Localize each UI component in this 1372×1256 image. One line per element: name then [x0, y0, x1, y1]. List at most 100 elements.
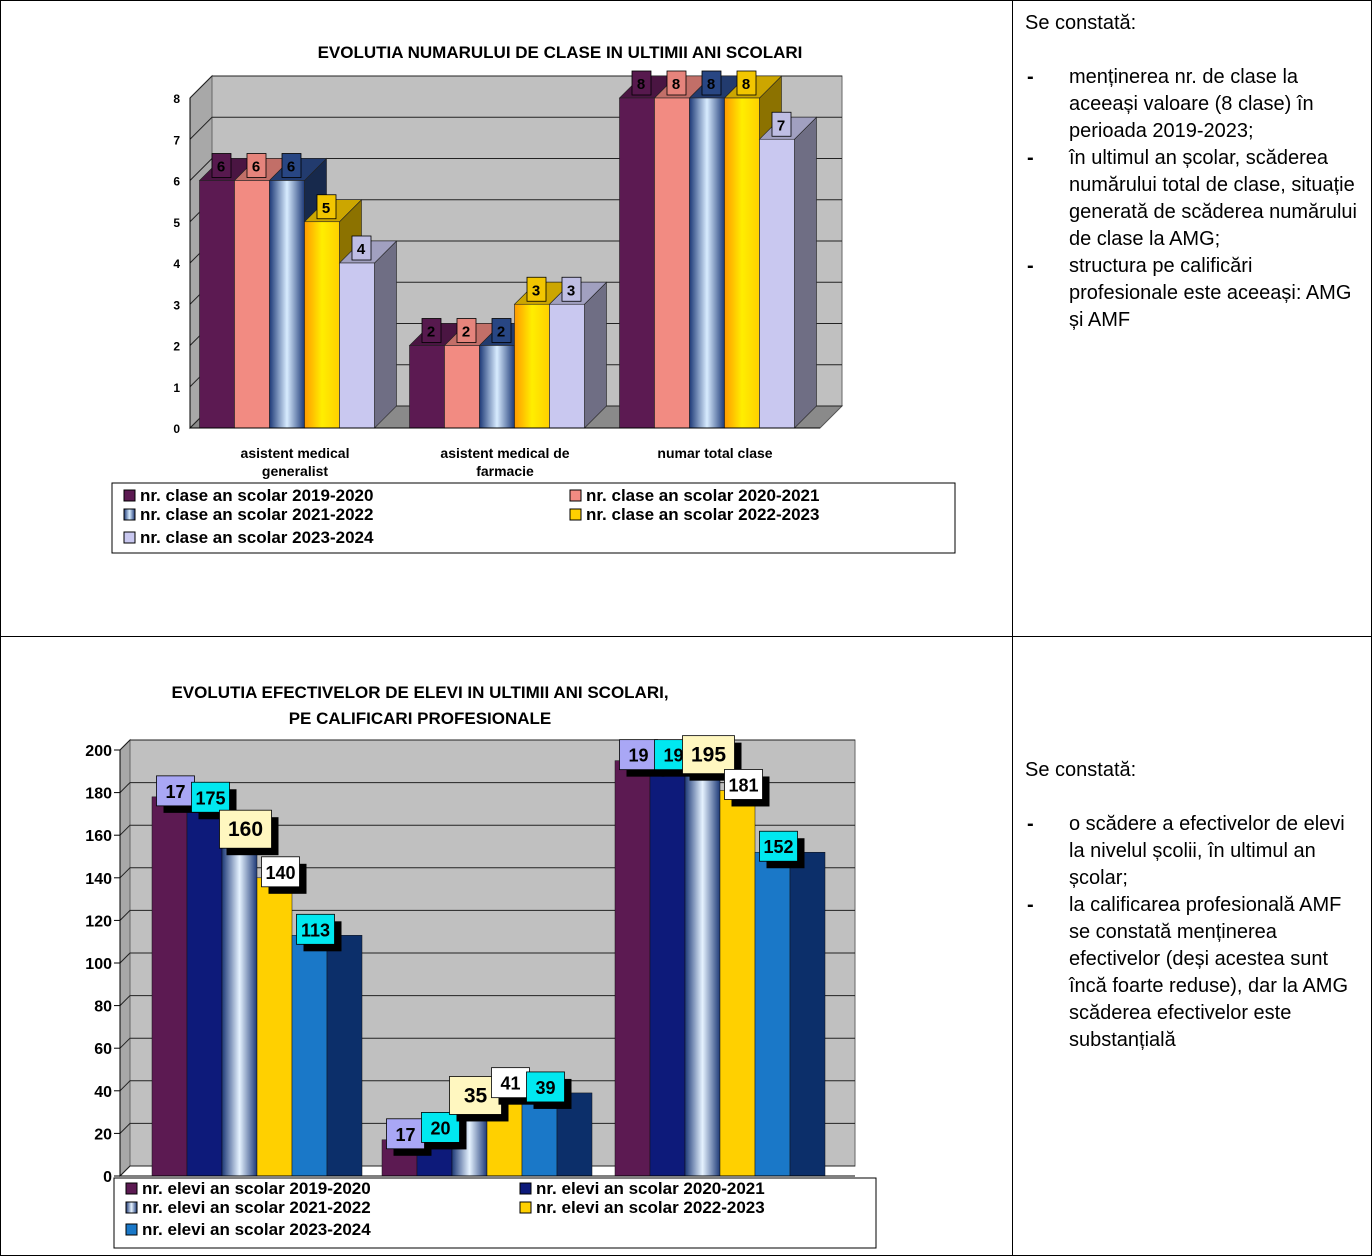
data-label: 8 — [742, 76, 750, 93]
data-label-box — [526, 1071, 565, 1103]
data-label-box — [491, 318, 512, 343]
notes-list: o scădere a efectivelor de elevi la nive… — [1025, 811, 1365, 1054]
data-label-box — [246, 153, 267, 178]
gridline — [119, 952, 855, 964]
gridline — [119, 824, 855, 836]
legend-label: nr. clase an scolar 2023-2024 — [140, 528, 374, 547]
gridline — [119, 782, 855, 793]
bar — [614, 760, 651, 1177]
y-tick-label: 140 — [85, 871, 112, 888]
legend-label: nr. clase an scolar 2022-2023 — [586, 505, 819, 524]
data-label: 19 — [628, 746, 648, 766]
bar — [724, 97, 760, 429]
y-tick-label: 20 — [94, 1126, 112, 1143]
y-tick-label: 8 — [173, 92, 180, 106]
legend-swatch — [569, 489, 582, 502]
column-divider — [1012, 0, 1013, 1256]
legend-label: nr. clase an scolar 2019-2020 — [140, 486, 373, 505]
x-tick-label: numar total clase — [657, 445, 772, 461]
data-label: 113 — [301, 920, 330, 940]
data-label: 3 — [567, 282, 575, 299]
chart-axes: 0 1 2 3 4 5 6 7 8 asistent medical generalist asist… — [173, 92, 820, 479]
legend-swatch — [125, 1182, 138, 1195]
data-label-box — [351, 235, 372, 261]
note-item: o scădere a efectivelor de elevi la nive… — [1025, 811, 1365, 892]
data-label: 195 — [691, 744, 726, 767]
bar — [304, 221, 340, 429]
bar — [719, 790, 756, 1177]
y-tick-label: 2 — [173, 340, 180, 354]
bar — [444, 345, 480, 429]
chart-title-line-2: PE CALIFICARI PROFESIONALE — [289, 709, 552, 728]
bar-side — [794, 116, 817, 429]
bar — [754, 851, 791, 1177]
data-label: 160 — [228, 818, 263, 841]
bar — [151, 796, 188, 1177]
y-tick-label: 4 — [173, 257, 180, 271]
data-label-box — [491, 1067, 530, 1099]
data-label-box — [561, 276, 582, 302]
data-label-box — [191, 781, 230, 813]
data-label: 6 — [252, 159, 260, 176]
bar — [619, 97, 655, 429]
notes-students: Se constată: o scădere a efectivelor de … — [1025, 757, 1365, 1054]
data-label-box — [156, 775, 195, 807]
gridline — [119, 867, 855, 879]
data-label: 8 — [637, 76, 645, 93]
y-tick-label: 60 — [94, 1041, 112, 1058]
gridline — [119, 1165, 855, 1177]
data-label-box — [456, 318, 477, 343]
data-label: 2 — [427, 324, 435, 341]
data-label: 3 — [532, 282, 540, 299]
data-label-box — [682, 735, 735, 775]
data-label: 2 — [462, 324, 470, 341]
note-item: la calificarea profesională AMF se const… — [1025, 892, 1365, 1054]
y-tick-label: 1 — [173, 381, 180, 395]
bar — [221, 834, 258, 1177]
data-label-box — [316, 194, 337, 220]
data-label-box — [759, 830, 798, 862]
y-tick-label: 7 — [173, 133, 180, 147]
chart-legend: nr. elevi an scolar 2019-2020 nr. elevi a… — [113, 1177, 877, 1249]
data-label: 6 — [287, 159, 295, 176]
chart-axes: 0 20 40 60 80 100 120 140 160 180 200 — [85, 743, 855, 1186]
notes-intro: Se constată: — [1025, 759, 1137, 781]
bar-depth — [789, 851, 826, 1177]
y-tick-label: 120 — [85, 913, 112, 930]
gridline — [119, 1122, 855, 1134]
legend-swatch — [125, 1201, 138, 1214]
legend-swatch — [519, 1182, 532, 1195]
data-label: 152 — [763, 837, 793, 857]
data-label-box — [281, 153, 302, 178]
data-label-box — [211, 153, 232, 178]
bar-side — [584, 281, 607, 429]
y-tick-label: 0 — [103, 1169, 112, 1186]
bar-side — [374, 240, 397, 429]
notes-list: menținerea nr. de clase la aceeași valoa… — [1025, 64, 1365, 334]
x-tick-label: asistent medical generalist — [241, 445, 350, 479]
data-label-box — [771, 111, 792, 137]
legend-box — [113, 1177, 877, 1249]
data-label: 8 — [707, 76, 715, 93]
data-label: 5 — [322, 200, 330, 217]
data-label-box — [701, 70, 722, 96]
bar — [649, 760, 686, 1177]
y-tick-label: 0 — [173, 422, 180, 436]
bar — [234, 180, 270, 429]
bar — [549, 303, 585, 429]
chart-title-line-1: EVOLUTIA EFECTIVELOR DE ELEVI IN ULTIMII… — [171, 683, 668, 702]
chart-data-labels: 6 6 6 5 4 2 2 2 3 3 8 8 8 8 7 — [211, 70, 792, 343]
data-label: 140 — [265, 863, 295, 883]
data-label: 181 — [728, 775, 758, 795]
y-tick-label: 180 — [85, 786, 112, 803]
data-label-box — [526, 276, 547, 302]
y-tick-label: 160 — [85, 828, 112, 845]
data-label-box — [736, 70, 757, 96]
bar — [256, 877, 293, 1177]
note-item: menținerea nr. de clase la aceeași valoa… — [1025, 64, 1365, 145]
bar — [186, 803, 223, 1177]
y-tick-label: 100 — [85, 956, 112, 973]
bar — [291, 935, 328, 1177]
bar — [479, 345, 515, 429]
